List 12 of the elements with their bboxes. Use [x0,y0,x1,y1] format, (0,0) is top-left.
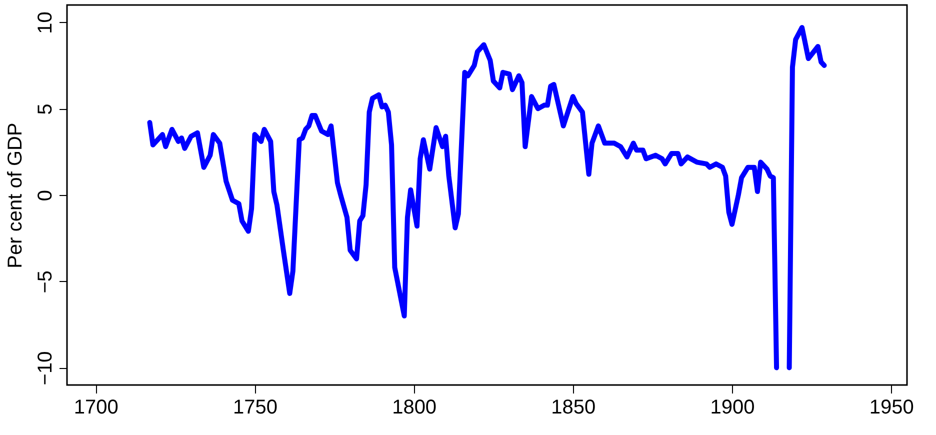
y-axis-title: Per cent of GDP [4,122,26,268]
x-tick-label: 1800 [392,396,437,418]
y-tick-label: 5 [34,104,56,115]
x-tick-label: 1950 [869,396,914,418]
y-tick-label: 10 [34,12,56,34]
x-tick-label: 1850 [551,396,596,418]
x-tick-label: 1900 [710,396,755,418]
x-tick-label: 1750 [232,396,278,418]
y-tick-label: −5 [34,270,56,294]
x-tick-label: 1700 [74,396,118,418]
y-tick-label: 0 [34,190,56,202]
y-tick-label: −10 [34,351,56,386]
